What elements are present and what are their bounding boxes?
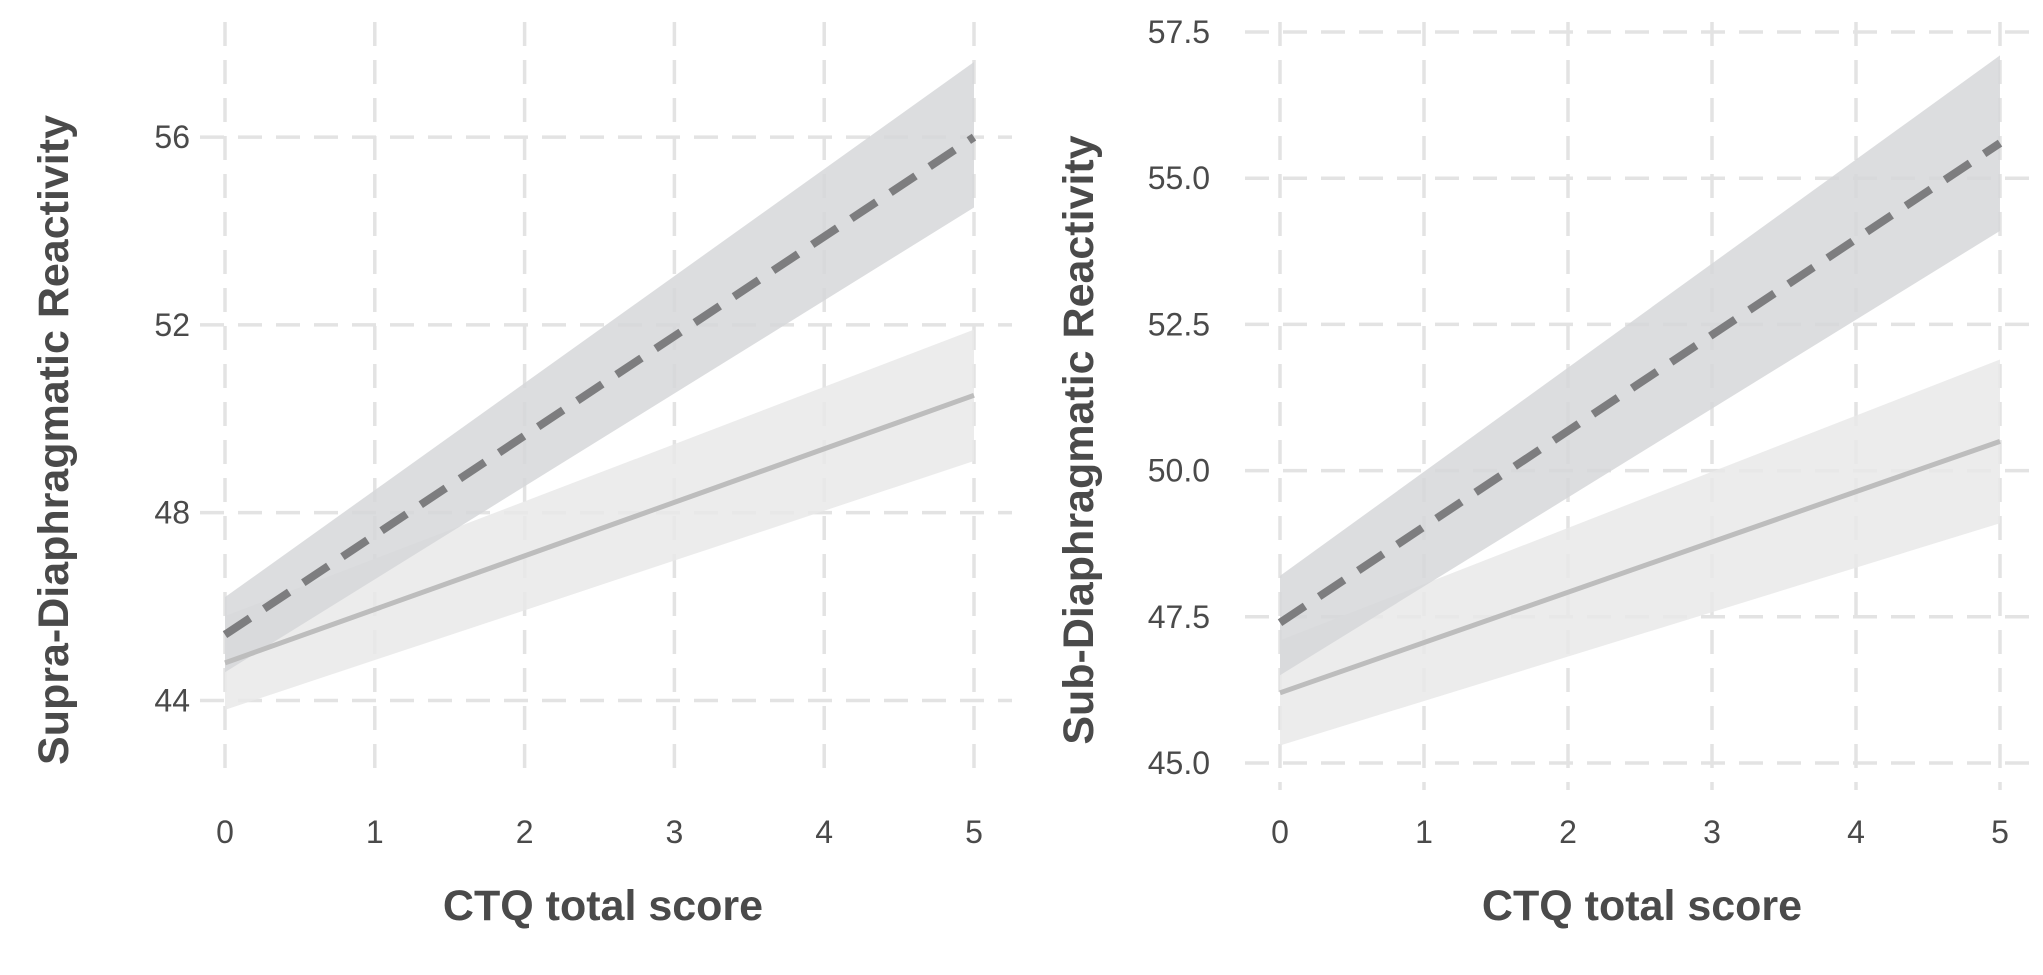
left-panel-confidence-bands <box>225 62 974 710</box>
right-y-tick-label: 50.0 <box>1148 453 1210 489</box>
left-panel-supra-diaphragmatic: 44 48 52 56 0 1 2 3 4 5 CTQ total score Supra-Di… <box>30 22 1012 930</box>
left-x-tick-label: 3 <box>666 814 684 850</box>
right-x-tick-label: 4 <box>1847 814 1865 850</box>
right-panel-confidence-bands <box>1280 55 2000 746</box>
right-ci-band-solid <box>1280 359 2000 746</box>
right-panel-x-axis-title: CTQ total score <box>1482 882 1802 930</box>
right-panel-y-axis-title: Sub-Diaphragmatic Reactivity <box>1055 135 1103 744</box>
right-y-tick-label: 47.5 <box>1148 599 1210 635</box>
right-y-tick-label: 57.5 <box>1148 14 1210 50</box>
left-panel-y-tick-labels: 44 48 52 56 <box>154 119 190 718</box>
left-panel-x-tick-labels: 0 1 2 3 4 5 <box>216 814 983 850</box>
right-regression-line-dashed <box>1277 139 2003 626</box>
right-x-tick-label: 3 <box>1703 814 1721 850</box>
right-panel-x-tick-labels: 0 1 2 3 4 5 <box>1271 814 2009 850</box>
right-regression-line-solid <box>1279 438 2001 696</box>
right-x-tick-label: 1 <box>1415 814 1433 850</box>
left-regression-line-solid <box>224 392 975 666</box>
left-y-tick-label: 52 <box>154 307 190 343</box>
right-x-tick-label: 5 <box>1991 814 2009 850</box>
left-ci-band-dashed <box>225 62 974 673</box>
right-panel-y-tick-labels: 45.0 47.5 50.0 52.5 55.0 57.5 <box>1148 14 1210 781</box>
right-panel-regression-lines <box>1277 139 2003 696</box>
left-x-tick-label: 1 <box>366 814 384 850</box>
left-panel-regression-lines <box>222 133 977 666</box>
left-y-tick-label: 44 <box>154 682 190 718</box>
left-regression-line-dashed <box>222 133 977 639</box>
left-x-tick-label: 2 <box>516 814 534 850</box>
right-panel-sub-diaphragmatic: 45.0 47.5 50.0 52.5 55.0 57.5 0 1 2 3 4 5 CTQ tota… <box>1055 14 2043 930</box>
left-x-tick-label: 5 <box>965 814 983 850</box>
left-x-tick-label: 4 <box>815 814 833 850</box>
left-ci-band-solid <box>225 329 974 710</box>
left-y-tick-label: 48 <box>154 495 190 531</box>
left-x-tick-label: 0 <box>216 814 234 850</box>
right-y-tick-label: 45.0 <box>1148 745 1210 781</box>
left-y-tick-label: 56 <box>154 119 190 155</box>
right-ci-band-dashed <box>1280 55 2000 676</box>
right-y-tick-label: 52.5 <box>1148 306 1210 342</box>
right-x-tick-label: 0 <box>1271 814 1289 850</box>
left-panel-y-axis-title: Supra-Diaphragmatic Reactivity <box>30 115 78 765</box>
right-y-tick-label: 55.0 <box>1148 160 1210 196</box>
right-x-tick-label: 2 <box>1559 814 1577 850</box>
left-panel-x-axis-title: CTQ total score <box>443 882 763 930</box>
